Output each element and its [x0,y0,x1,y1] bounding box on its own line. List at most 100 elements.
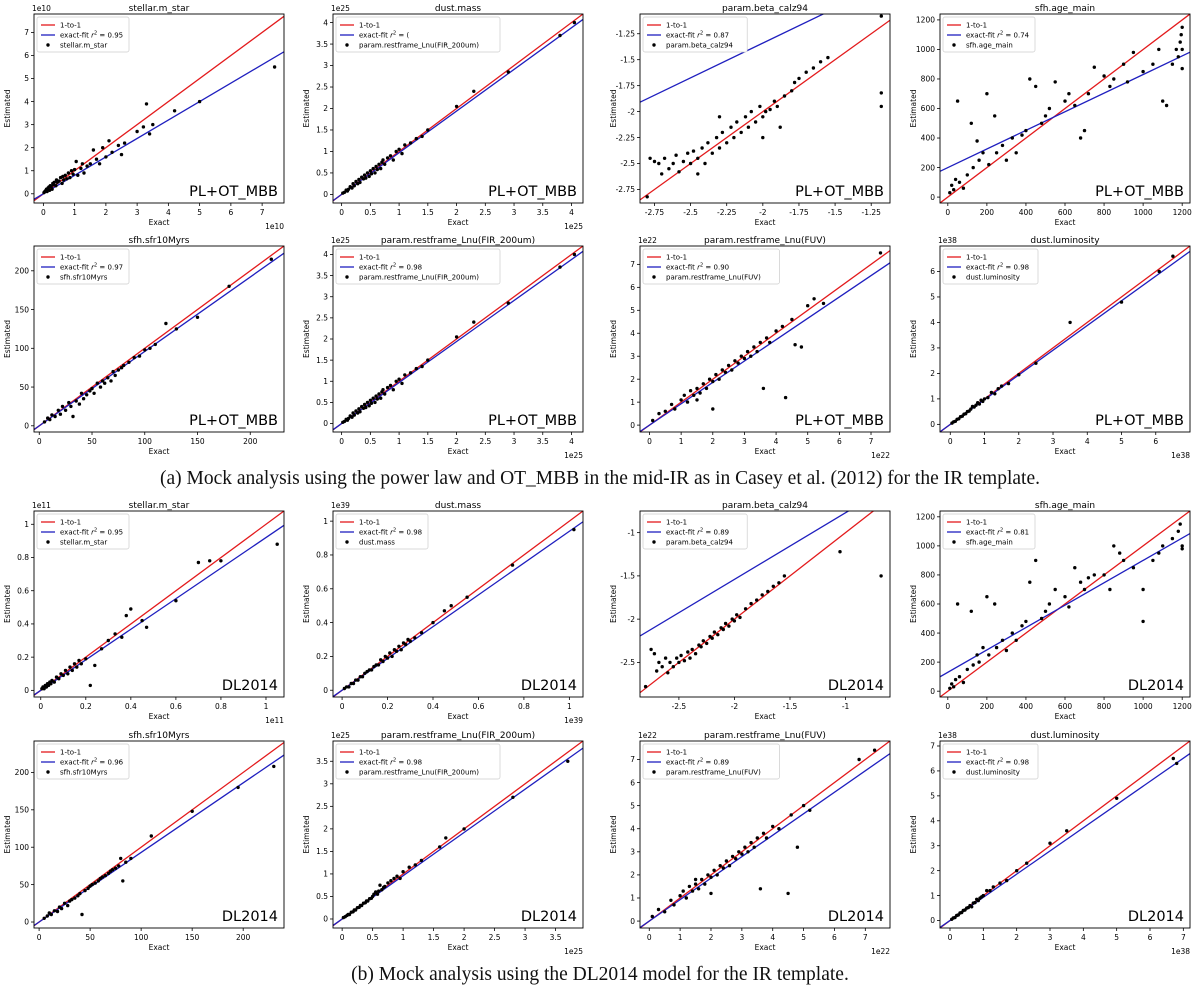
data-point [140,618,144,623]
data-point [688,656,692,660]
chart-panel: stellar.m_star 1e10 1e10 0 1 2 3 4 5 6 7 0 1 2 3 4 5 6 7 Ex… [3,4,285,231]
data-point [116,368,121,372]
chart-title: sfh.sfr10Myrs [129,236,190,246]
data-point [985,888,989,893]
data-point [398,876,402,881]
data-point [197,99,202,104]
x-tick-label: 2.5 [479,437,491,446]
data-point [1039,616,1044,621]
data-point [1034,361,1038,365]
axes-frame [332,245,584,433]
model-label: PL+OT_MBB [488,184,577,200]
data-point [369,172,374,176]
data-point [999,384,1004,388]
x-tick-label: 2 [1016,437,1021,446]
x-tick-label: 0 [340,933,345,942]
x-tick-label: 7 [863,933,868,942]
x-tick-label: -1.5 [783,702,798,711]
data-point [172,109,177,113]
chart-title: sfh.sfr10Myrs [129,731,190,741]
x-axis-label: Exact [149,447,170,456]
plot-area [640,14,890,201]
fit-line [640,262,890,432]
data-point [743,115,748,119]
data-point [1175,761,1179,766]
data-point [996,387,1000,391]
data-point [195,315,200,319]
legend-box [335,16,501,53]
data-point [1118,551,1122,555]
x-tick-label: 1000 [1134,702,1153,711]
chart-title: param.restframe_Lnu(FIR_200um) [381,236,535,246]
plot-area [34,741,284,927]
x-exponent-label: 1e38 [1171,947,1190,956]
x-tick-label: 0 [37,437,42,446]
x-tick-label: 1 [981,933,986,942]
data-point [1151,558,1155,563]
x-axis-label: Exact [755,218,776,227]
data-point [362,402,367,407]
data-point [63,668,68,673]
legend-fit-label: exact-fit r2 = 0.90 [666,263,729,272]
data-point [86,886,90,891]
data-point [988,888,992,893]
data-point [790,317,794,322]
x-tick-label: 100 [134,933,149,942]
data-point [743,845,747,849]
data-point [381,158,385,162]
data-point [804,70,808,74]
x-axis-label: Exact [1055,712,1076,721]
legend-series-label: sfh.age_main [966,42,1013,50]
y-axis-label: Estimated [3,320,12,358]
data-point [63,408,68,412]
y-exponent-label: 1e38 [938,731,957,740]
data-point [272,764,276,769]
x-tick-label: 5 [801,933,806,942]
data-point [98,385,103,389]
data-point [106,638,111,643]
data-point [472,89,476,94]
data-point [657,411,661,416]
data-point [975,139,979,143]
x-tick-label: 3 [512,437,517,446]
y-tick-label: 150 [15,806,30,815]
x-tick-label: 3.5 [550,933,562,942]
legend-point-swatch [652,43,656,47]
data-point [1178,522,1182,526]
data-point [558,265,562,269]
x-exponent-label: 1e39 [564,716,583,725]
data-point [952,685,956,689]
data-point [735,613,739,617]
fit-line [640,14,825,103]
data-point [663,910,667,914]
data-point [684,896,688,900]
data-point [80,162,85,166]
y-tick-label: 5 [930,792,935,801]
data-point [650,914,654,919]
data-point [120,635,124,639]
data-point [792,80,797,85]
chart-title: dust.luminosity [1030,731,1100,741]
data-point [691,149,696,153]
data-point [572,527,576,532]
data-point [377,162,381,166]
y-tick-label: 0 [630,917,635,926]
y-tick-label: 2 [323,335,328,344]
data-point [1180,47,1184,52]
data-point [710,151,714,155]
data-point [1112,77,1116,81]
data-point [821,301,826,306]
data-point [711,379,715,384]
data-point [506,301,510,305]
data-point [739,130,743,135]
legend-point-swatch [952,275,956,279]
data-point [790,89,794,93]
data-point [1108,587,1112,592]
data-point [113,632,117,636]
y-exponent-label: 1e25 [331,236,350,245]
plot-area [640,741,890,928]
data-point [1078,136,1083,140]
legend-fit-label: exact-fit r2 = 0.89 [666,528,729,537]
x-tick-label: 0 [948,933,953,942]
